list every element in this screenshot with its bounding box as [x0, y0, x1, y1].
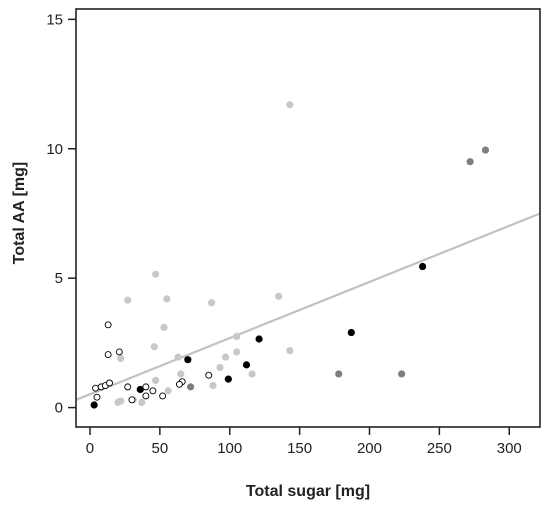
open-circle-point [115, 348, 123, 356]
y-axis-title: Total AA [mg] [11, 162, 28, 265]
x-tick-label: 0 [86, 440, 94, 457]
light-gray-point [221, 353, 230, 361]
light-gray-point [163, 295, 171, 303]
x-tick-label: 300 [497, 440, 522, 457]
light-gray-point [174, 353, 182, 361]
open-circle-point [149, 387, 157, 395]
open-circle-point [104, 321, 112, 329]
light-gray-point [152, 376, 160, 385]
open-circle-point [205, 371, 213, 379]
light-gray-point [160, 323, 168, 331]
light-gray-point [209, 381, 217, 390]
open-circle-point [92, 384, 100, 392]
gray-point [187, 383, 195, 391]
light-gray-point [117, 397, 125, 405]
light-gray-point [275, 292, 283, 300]
open-circle-point [142, 383, 150, 391]
axes-layer: 0 50 100 150 200 250 300 0 5 10 15 [46, 8, 541, 457]
light-gray-point [233, 332, 241, 341]
trend-line [75, 212, 541, 401]
open-circle-point [124, 383, 132, 391]
light-gray-point [248, 370, 256, 378]
y-tick-label: 5 [55, 270, 63, 287]
light-gray-point [164, 387, 172, 395]
black-point [242, 361, 251, 369]
gray-point [398, 370, 406, 378]
light-gray-point [207, 299, 216, 307]
black-point [419, 262, 427, 271]
light-gray-point [117, 354, 125, 363]
open-circle-point [128, 396, 136, 404]
light-gray-point [138, 398, 146, 407]
light-gray-point [216, 363, 224, 372]
open-circle-point [106, 379, 113, 387]
x-tick-label: 150 [287, 440, 312, 457]
open-circle-point [104, 351, 112, 358]
black-point [136, 385, 144, 394]
black-point [90, 401, 98, 409]
open-circle-point [159, 392, 167, 400]
x-axis-title: Total sugar [mg] [246, 483, 370, 500]
light-gray-point [233, 348, 241, 356]
light-gray-point [286, 347, 294, 355]
black-point [224, 375, 232, 383]
gray-point [466, 158, 474, 166]
open-circle-point [175, 380, 183, 388]
plot-frame [75, 8, 541, 428]
black-point [347, 328, 355, 337]
x-tick-label: 200 [357, 440, 382, 457]
gray-point [481, 146, 490, 154]
light-gray-point [286, 101, 294, 109]
gray-point [335, 370, 343, 378]
black-point [255, 335, 263, 343]
x-tick-label: 100 [217, 440, 242, 457]
y-tick-label: 10 [46, 141, 63, 158]
light-gray-point [124, 296, 132, 304]
light-gray-point [177, 370, 185, 378]
open-circle-point [142, 392, 150, 400]
light-gray-point [152, 270, 160, 278]
y-tick-label: 0 [55, 400, 63, 417]
x-tick-label: 250 [427, 440, 452, 457]
x-tick-label: 50 [152, 440, 169, 457]
plot-layer [75, 101, 541, 409]
light-gray-point [150, 343, 158, 351]
black-point [184, 356, 192, 364]
open-circle-point [93, 393, 101, 401]
y-tick-label: 15 [46, 11, 63, 28]
